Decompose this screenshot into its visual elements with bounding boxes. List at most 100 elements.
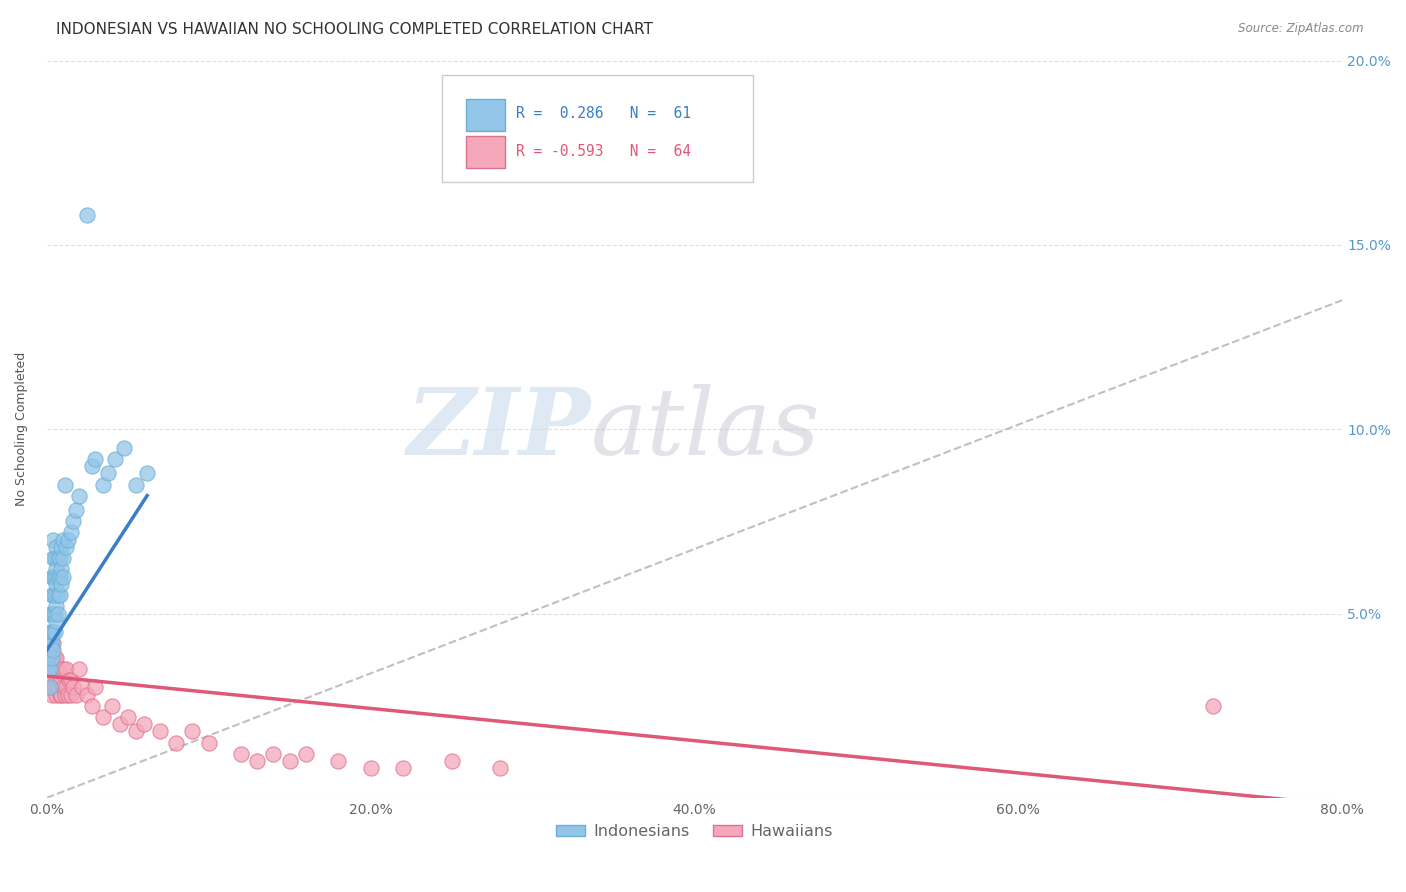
Point <box>80 698 103 713</box>
Point <box>58 673 80 687</box>
Point <box>262 747 284 761</box>
Point <box>41 588 63 602</box>
Point <box>46 588 69 602</box>
Point <box>44 607 66 621</box>
Y-axis label: No Schooling Completed: No Schooling Completed <box>15 352 28 507</box>
Point <box>52 662 75 676</box>
Point <box>39 650 62 665</box>
Text: INDONESIAN VS HAWAIIAN NO SCHOOLING COMPLETED CORRELATION CHART: INDONESIAN VS HAWAIIAN NO SCHOOLING COMP… <box>56 22 654 37</box>
Point <box>51 673 73 687</box>
Point <box>80 459 103 474</box>
Point <box>48 588 70 602</box>
Point <box>84 451 107 466</box>
Point <box>56 533 79 547</box>
Point <box>42 533 65 547</box>
Point <box>42 551 65 566</box>
Point <box>65 503 87 517</box>
Point <box>42 569 65 583</box>
Point <box>97 467 120 481</box>
Point <box>93 709 115 723</box>
Point <box>55 680 77 694</box>
Point <box>45 562 67 576</box>
Point <box>39 680 62 694</box>
Point <box>132 717 155 731</box>
Point <box>76 209 98 223</box>
Text: atlas: atlas <box>591 384 820 475</box>
Point <box>42 624 65 639</box>
Point <box>42 588 65 602</box>
Point <box>44 624 66 639</box>
Point <box>114 441 136 455</box>
Text: ZIP: ZIP <box>406 384 591 475</box>
Point <box>328 754 350 768</box>
Point <box>48 569 70 583</box>
Point <box>51 688 73 702</box>
Point <box>100 698 122 713</box>
Point <box>51 562 73 576</box>
Point <box>44 650 66 665</box>
Point <box>42 643 65 657</box>
Point <box>489 761 512 775</box>
Point <box>46 680 69 694</box>
Point <box>104 451 127 466</box>
Point <box>45 599 67 614</box>
Point <box>39 662 62 676</box>
Point <box>41 688 63 702</box>
FancyBboxPatch shape <box>467 99 505 131</box>
Point <box>39 636 62 650</box>
Point <box>45 650 67 665</box>
Point <box>45 540 67 554</box>
Point <box>44 662 66 676</box>
Point <box>53 477 76 491</box>
Point <box>45 688 67 702</box>
Point <box>41 636 63 650</box>
Point <box>229 747 252 761</box>
Text: R = -0.593   N =  64: R = -0.593 N = 64 <box>516 144 690 159</box>
Point <box>1202 698 1225 713</box>
Point <box>295 747 318 761</box>
Point <box>108 717 131 731</box>
Text: R =  0.286   N =  61: R = 0.286 N = 61 <box>516 106 690 121</box>
Point <box>42 607 65 621</box>
Point <box>41 569 63 583</box>
Point <box>39 607 62 621</box>
Point <box>39 662 62 676</box>
Point <box>42 662 65 676</box>
Point <box>46 569 69 583</box>
Point <box>45 577 67 591</box>
Point <box>41 662 63 676</box>
Point <box>136 467 159 481</box>
Point <box>44 680 66 694</box>
Point <box>52 533 75 547</box>
Point <box>60 525 83 540</box>
Point <box>41 673 63 687</box>
Point <box>51 577 73 591</box>
Point <box>149 724 172 739</box>
Point <box>76 688 98 702</box>
Point <box>56 688 79 702</box>
Point <box>37 636 59 650</box>
Point <box>37 662 59 676</box>
Point <box>53 688 76 702</box>
Point <box>37 636 59 650</box>
Point <box>45 614 67 628</box>
FancyBboxPatch shape <box>467 136 505 169</box>
Point <box>48 673 70 687</box>
Point <box>52 569 75 583</box>
Point <box>440 754 463 768</box>
Point <box>41 624 63 639</box>
Point <box>41 607 63 621</box>
Point <box>48 688 70 702</box>
Point <box>42 650 65 665</box>
Point <box>84 680 107 694</box>
Point <box>44 551 66 566</box>
Point <box>62 514 84 528</box>
Point <box>125 477 148 491</box>
Point <box>67 489 90 503</box>
Point <box>165 735 187 749</box>
FancyBboxPatch shape <box>441 76 752 182</box>
Point <box>42 680 65 694</box>
Point <box>42 636 65 650</box>
Point <box>246 754 269 768</box>
Point <box>48 551 70 566</box>
